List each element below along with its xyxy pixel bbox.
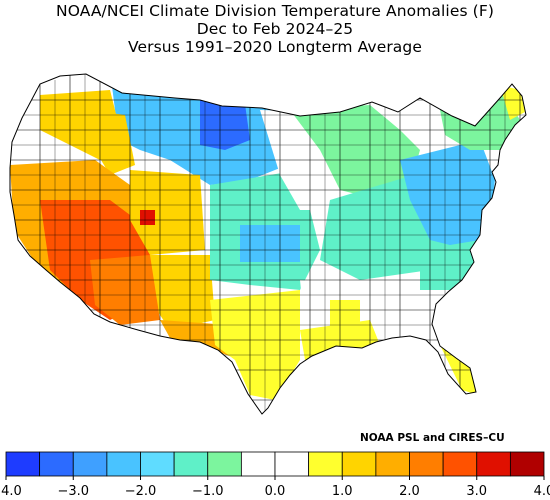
legend-tick-label: 1.0 bbox=[331, 484, 353, 499]
legend-swatch bbox=[173, 451, 209, 477]
legend-tick-label: 2.0 bbox=[399, 484, 420, 499]
legend-swatch bbox=[207, 451, 242, 477]
title-line-3: Versus 1991–2020 Longterm Average bbox=[128, 38, 422, 56]
region-appalachians bbox=[400, 140, 495, 250]
legend-swatch bbox=[140, 451, 175, 477]
legend-swatch bbox=[509, 451, 545, 477]
legend-tick-label: 4.0 bbox=[533, 484, 550, 499]
legend-tick-label: −2.0 bbox=[124, 484, 157, 499]
map-title: NOAA/NCEI Climate Division Temperature A… bbox=[0, 2, 550, 56]
region-new-mexico bbox=[150, 255, 215, 330]
legend-swatch bbox=[106, 451, 141, 477]
region-colorado-utah bbox=[130, 170, 205, 255]
legend-tick-label: −1.0 bbox=[191, 484, 224, 499]
legend-swatch bbox=[341, 451, 377, 477]
legend-swatch bbox=[39, 451, 74, 477]
region-mississippi bbox=[330, 300, 360, 340]
title-line-1: NOAA/NCEI Climate Division Temperature A… bbox=[56, 2, 494, 20]
credit-label: NOAA PSL and CIRES–CU bbox=[360, 432, 505, 444]
legend-swatch bbox=[442, 451, 478, 477]
legend-swatch bbox=[5, 451, 41, 477]
region-maine bbox=[500, 85, 525, 120]
legend-tick-label: −3.0 bbox=[57, 484, 90, 499]
legend-tick-label: −4.0 bbox=[0, 484, 22, 499]
legend-swatch bbox=[274, 451, 310, 477]
legend-tick-label: 0.0 bbox=[264, 484, 286, 499]
legend-tick-label: 3.0 bbox=[466, 484, 488, 499]
us-outline bbox=[9, 73, 527, 415]
title-line-2: Dec to Feb 2024–25 bbox=[196, 20, 354, 38]
legend-swatch bbox=[240, 451, 276, 477]
legend-swatch bbox=[375, 451, 410, 477]
legend-swatch bbox=[409, 451, 444, 477]
region-utah-hotspot bbox=[140, 210, 155, 225]
legend-swatch bbox=[308, 451, 343, 477]
region-arizona-orange bbox=[90, 255, 160, 325]
region-dakotas-cold bbox=[200, 100, 250, 150]
legend-swatch bbox=[72, 451, 108, 477]
region-great-lakes-green bbox=[290, 105, 420, 200]
region-kansas-blue bbox=[240, 225, 300, 262]
temperature-anomaly-regions bbox=[10, 74, 526, 414]
color-legend bbox=[5, 451, 545, 480]
region-idaho bbox=[90, 110, 135, 175]
region-texas bbox=[210, 290, 300, 400]
legend-swatch bbox=[476, 451, 511, 477]
